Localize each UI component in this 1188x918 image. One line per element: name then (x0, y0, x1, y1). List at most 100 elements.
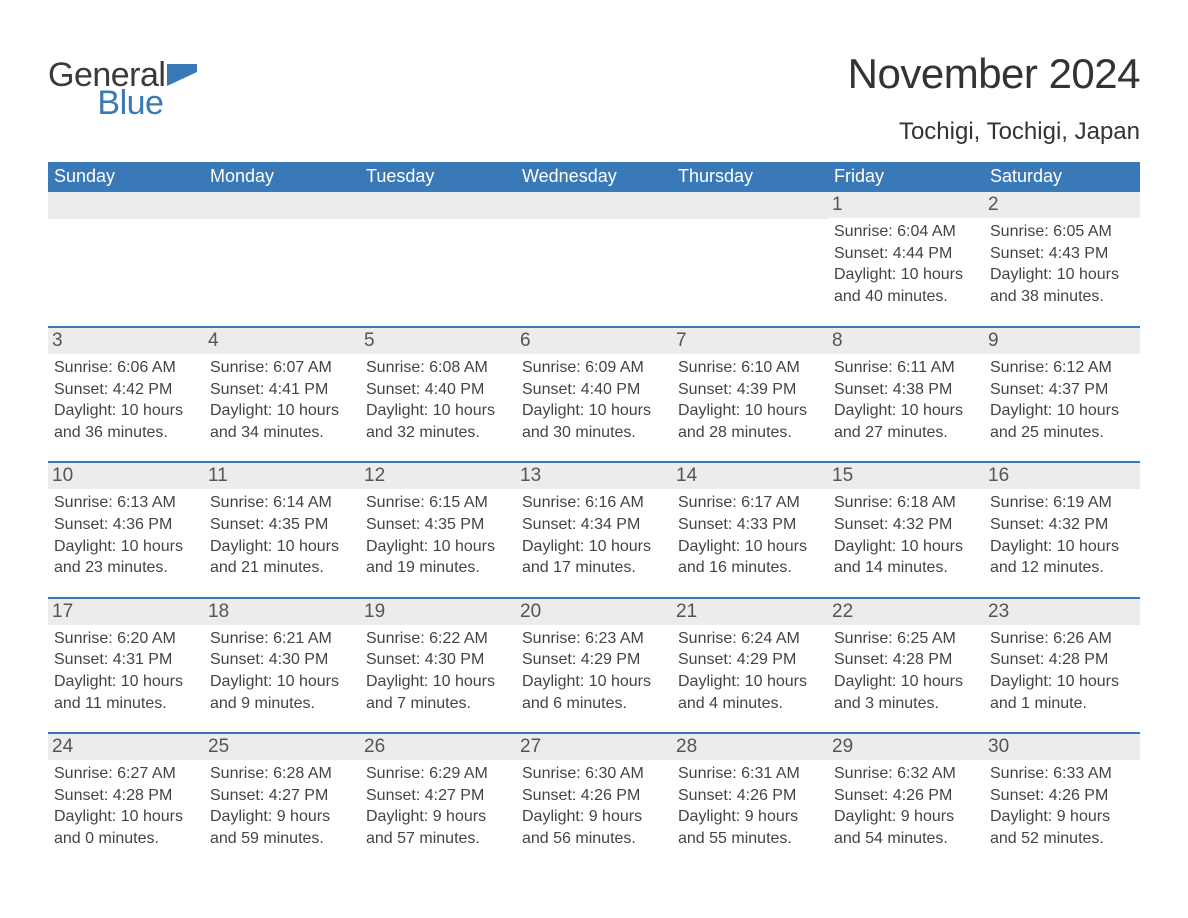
weekday-header-cell: Wednesday (516, 162, 672, 192)
day-number (360, 192, 516, 219)
daylight-line: Daylight: 9 hours and 54 minutes. (834, 806, 980, 849)
day-info: Sunrise: 6:07 AMSunset: 4:41 PMDaylight:… (208, 357, 356, 443)
page-header: General Blue November 2024 Tochigi, Toch… (48, 50, 1140, 146)
brand-logo: General Blue (48, 50, 197, 120)
sunrise-value: 6:10 AM (741, 359, 800, 376)
sunrise-line: Sunrise: 6:07 AM (210, 357, 356, 379)
day-info: Sunrise: 6:17 AMSunset: 4:33 PMDaylight:… (676, 492, 824, 578)
logo-flag-icon (167, 64, 197, 86)
daylight-label: Daylight: (834, 266, 896, 283)
sunrise-value: 6:04 AM (897, 223, 956, 240)
day-info: Sunrise: 6:06 AMSunset: 4:42 PMDaylight:… (52, 357, 200, 443)
sunset-label: Sunset: (990, 381, 1044, 398)
daylight-line: Daylight: 9 hours and 56 minutes. (522, 806, 668, 849)
day-info: Sunrise: 6:32 AMSunset: 4:26 PMDaylight:… (832, 763, 980, 849)
sunset-label: Sunset: (834, 381, 888, 398)
daylight-label: Daylight: (522, 673, 584, 690)
day-info: Sunrise: 6:15 AMSunset: 4:35 PMDaylight:… (364, 492, 512, 578)
daylight-label: Daylight: (834, 808, 896, 825)
sunset-label: Sunset: (54, 516, 108, 533)
sunset-value: 4:38 PM (893, 381, 953, 398)
day-info: Sunrise: 6:23 AMSunset: 4:29 PMDaylight:… (520, 628, 668, 714)
sunrise-line: Sunrise: 6:25 AM (834, 628, 980, 650)
sunset-line: Sunset: 4:37 PM (990, 379, 1136, 401)
daylight-line: Daylight: 10 hours and 6 minutes. (522, 671, 668, 714)
sunrise-value: 6:26 AM (1053, 630, 1112, 647)
sunrise-line: Sunrise: 6:05 AM (990, 221, 1136, 243)
sunrise-value: 6:15 AM (429, 494, 488, 511)
daylight-label: Daylight: (678, 538, 740, 555)
daylight-label: Daylight: (834, 538, 896, 555)
daylight-label: Daylight: (678, 673, 740, 690)
sunset-value: 4:26 PM (581, 787, 641, 804)
calendar-day-cell (48, 192, 204, 308)
daylight-line: Daylight: 10 hours and 38 minutes. (990, 264, 1136, 307)
sunset-label: Sunset: (678, 787, 732, 804)
sunset-label: Sunset: (834, 787, 888, 804)
weekday-header-cell: Friday (828, 162, 984, 192)
sunset-line: Sunset: 4:35 PM (366, 514, 512, 536)
daylight-label: Daylight: (210, 402, 272, 419)
weekday-header-cell: Saturday (984, 162, 1140, 192)
daylight-label: Daylight: (834, 402, 896, 419)
day-number: 21 (672, 599, 828, 625)
sunrise-value: 6:14 AM (273, 494, 332, 511)
day-info: Sunrise: 6:16 AMSunset: 4:34 PMDaylight:… (520, 492, 668, 578)
sunrise-line: Sunrise: 6:32 AM (834, 763, 980, 785)
sunrise-line: Sunrise: 6:28 AM (210, 763, 356, 785)
sunset-line: Sunset: 4:28 PM (834, 649, 980, 671)
sunrise-line: Sunrise: 6:21 AM (210, 628, 356, 650)
sunset-value: 4:33 PM (737, 516, 797, 533)
sunrise-label: Sunrise: (678, 765, 737, 782)
sunset-line: Sunset: 4:27 PM (366, 785, 512, 807)
sunset-label: Sunset: (522, 651, 576, 668)
sunrise-line: Sunrise: 6:16 AM (522, 492, 668, 514)
sunset-value: 4:29 PM (737, 651, 797, 668)
day-number: 29 (828, 734, 984, 760)
sunset-label: Sunset: (522, 787, 576, 804)
sunrise-label: Sunrise: (54, 359, 113, 376)
sunset-line: Sunset: 4:35 PM (210, 514, 356, 536)
daylight-line: Daylight: 9 hours and 59 minutes. (210, 806, 356, 849)
sunset-line: Sunset: 4:42 PM (54, 379, 200, 401)
calendar-day-cell: 12Sunrise: 6:15 AMSunset: 4:35 PMDayligh… (360, 463, 516, 578)
day-info: Sunrise: 6:12 AMSunset: 4:37 PMDaylight:… (988, 357, 1136, 443)
sunset-value: 4:28 PM (113, 787, 173, 804)
sunset-value: 4:44 PM (893, 245, 953, 262)
daylight-label: Daylight: (522, 402, 584, 419)
sunset-label: Sunset: (990, 787, 1044, 804)
sunset-line: Sunset: 4:34 PM (522, 514, 668, 536)
sunset-value: 4:30 PM (269, 651, 329, 668)
sunrise-value: 6:32 AM (897, 765, 956, 782)
daylight-label: Daylight: (834, 673, 896, 690)
title-block: November 2024 Tochigi, Tochigi, Japan (848, 50, 1140, 146)
weekday-header-cell: Sunday (48, 162, 204, 192)
calendar-day-cell: 13Sunrise: 6:16 AMSunset: 4:34 PMDayligh… (516, 463, 672, 578)
daylight-line: Daylight: 10 hours and 25 minutes. (990, 400, 1136, 443)
sunset-label: Sunset: (54, 787, 108, 804)
sunset-line: Sunset: 4:26 PM (990, 785, 1136, 807)
daylight-label: Daylight: (54, 673, 116, 690)
sunrise-value: 6:12 AM (1053, 359, 1112, 376)
day-number: 1 (828, 192, 984, 218)
day-number: 18 (204, 599, 360, 625)
day-number: 24 (48, 734, 204, 760)
calendar-day-cell (360, 192, 516, 308)
calendar-day-cell: 23Sunrise: 6:26 AMSunset: 4:28 PMDayligh… (984, 599, 1140, 714)
sunset-value: 4:26 PM (737, 787, 797, 804)
sunset-label: Sunset: (210, 516, 264, 533)
calendar-day-cell: 11Sunrise: 6:14 AMSunset: 4:35 PMDayligh… (204, 463, 360, 578)
sunset-value: 4:31 PM (113, 651, 173, 668)
daylight-label: Daylight: (210, 538, 272, 555)
daylight-line: Daylight: 10 hours and 40 minutes. (834, 264, 980, 307)
sunrise-label: Sunrise: (678, 630, 737, 647)
sunrise-label: Sunrise: (366, 359, 425, 376)
sunrise-line: Sunrise: 6:23 AM (522, 628, 668, 650)
daylight-label: Daylight: (366, 808, 428, 825)
calendar-day-cell: 20Sunrise: 6:23 AMSunset: 4:29 PMDayligh… (516, 599, 672, 714)
sunset-value: 4:40 PM (425, 381, 485, 398)
month-title: November 2024 (848, 50, 1140, 98)
daylight-label: Daylight: (54, 402, 116, 419)
daylight-label: Daylight: (210, 673, 272, 690)
sunset-line: Sunset: 4:40 PM (522, 379, 668, 401)
